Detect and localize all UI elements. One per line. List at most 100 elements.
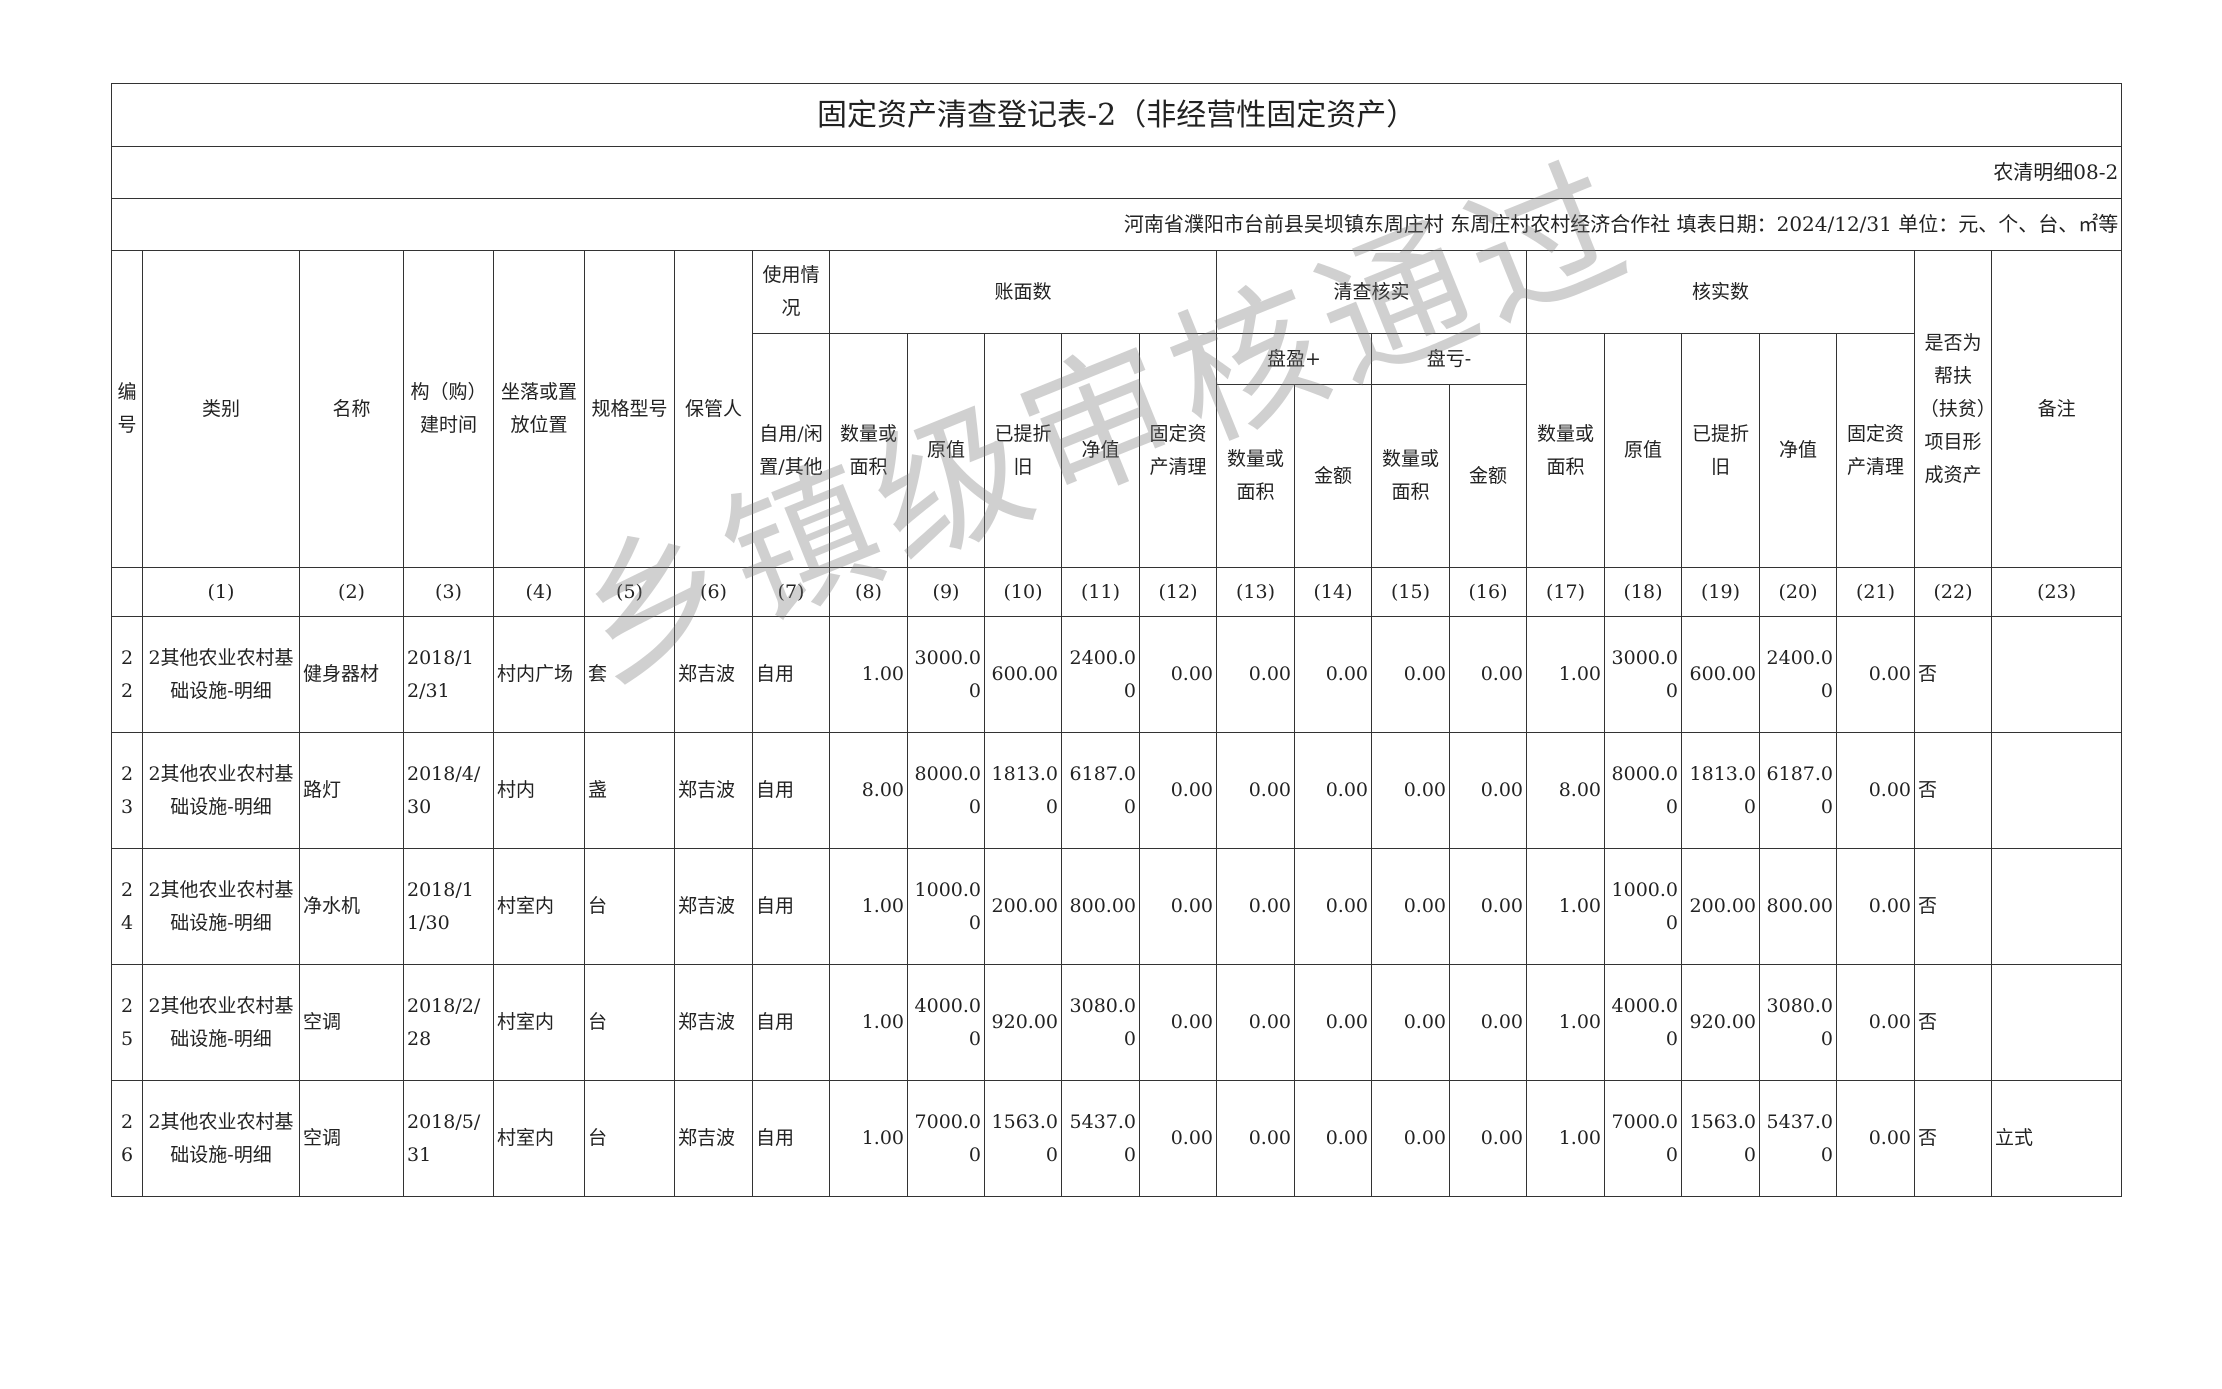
- header-name: 名称: [299, 250, 404, 568]
- index-cell: (12): [1139, 567, 1217, 617]
- index-cell: (21): [1836, 567, 1915, 617]
- asset-register-sheet: 固定资产清查登记表-2（非经营性固定资产） 农清明细08-2 河南省濮阳市台前县…: [110, 83, 2123, 1197]
- header-loss-amount: 金额: [1449, 384, 1527, 568]
- header-ver-orig: 原值: [1604, 333, 1682, 568]
- cell-location: 村内广场: [493, 616, 585, 733]
- header-ver-net: 净值: [1759, 333, 1837, 568]
- cell-location: 村室内: [493, 848, 585, 965]
- cell-value: 0.00: [1216, 1080, 1295, 1197]
- header-surplus-qty: 数量或面积: [1216, 384, 1295, 568]
- cell-remark: [1990, 848, 2123, 965]
- index-cell: [111, 567, 143, 617]
- cell-value: 0.00: [1449, 964, 1527, 1081]
- cell-value: 0.00: [1216, 732, 1295, 849]
- index-cell: (7): [752, 567, 830, 617]
- header-book-clear: 固定资产清理: [1139, 333, 1217, 568]
- table-row: 24 2其他农业农村基础设施-明细 净水机 2018/11/30 村室内台郑吉波 自用 1.…: [111, 848, 2123, 965]
- index-cell: (8): [829, 567, 908, 617]
- index-cell: (11): [1061, 567, 1140, 617]
- cell-value: 7000.00: [907, 1080, 985, 1197]
- cell-value: 0.00: [1294, 964, 1372, 1081]
- cell-value: 5437.00: [1061, 1080, 1140, 1197]
- header-usage-sub: 自用/闲置/其他: [752, 333, 830, 568]
- cell-value: 800.00: [1759, 848, 1837, 965]
- cell-value: 800.00: [1061, 848, 1140, 965]
- cell-spec: 台: [584, 1080, 675, 1197]
- cell-poverty: 否: [1914, 964, 1992, 1081]
- index-cell: (3): [403, 567, 494, 617]
- cell-value: 4000.00: [907, 964, 985, 1081]
- cell-value: 1.00: [1526, 616, 1605, 733]
- cell-usage: 自用: [752, 732, 830, 849]
- cell-usage: 自用: [752, 964, 830, 1081]
- cell-value: 3000.00: [907, 616, 985, 733]
- cell-value: 8000.00: [907, 732, 985, 849]
- header-ver-depr: 已提折旧: [1681, 333, 1760, 568]
- cell-value: 200.00: [1681, 848, 1760, 965]
- cell-value: 3080.00: [1061, 964, 1140, 1081]
- cell-spec: 台: [584, 848, 675, 965]
- index-cell: (17): [1526, 567, 1605, 617]
- cell-value: 0.00: [1139, 732, 1217, 849]
- cell-value: 0.00: [1294, 732, 1372, 849]
- form-code: 农清明细08-2: [110, 146, 2123, 199]
- cell-poverty: 否: [1914, 1080, 1992, 1197]
- cell-name: 健身器材: [299, 616, 404, 733]
- cell-value: 1563.00: [984, 1080, 1062, 1197]
- cell-value: 8000.00: [1604, 732, 1682, 849]
- cell-remark: 立式: [1990, 1080, 2123, 1197]
- cell-value: 5437.00: [1759, 1080, 1837, 1197]
- index-cell: (9): [907, 567, 985, 617]
- cell-value: 8.00: [1526, 732, 1605, 849]
- header-spec: 规格型号: [584, 250, 675, 568]
- table-row: 23 2其他农业农村基础设施-明细 路灯 2018/4/30 村内盏郑吉波 自用 8.00 8…: [111, 732, 2123, 849]
- cell-no: 26: [111, 1080, 143, 1197]
- cell-value: 0.00: [1216, 616, 1295, 733]
- cell-value: 0.00: [1216, 848, 1295, 965]
- cell-no: 25: [111, 964, 143, 1081]
- cell-category: 2其他农业农村基础设施-明细: [142, 732, 300, 849]
- cell-category: 2其他农业农村基础设施-明细: [142, 964, 300, 1081]
- header-build-time: 构（购）建时间: [403, 250, 494, 568]
- cell-value: 1000.00: [907, 848, 985, 965]
- table-row: 26 2其他农业农村基础设施-明细 空调 2018/5/31 村室内台郑吉波 自用 1.00…: [111, 1080, 2123, 1197]
- header-category: 类别: [142, 250, 300, 568]
- header-no: 编号: [111, 250, 143, 568]
- index-cell: (23): [1990, 567, 2123, 617]
- cell-value: 0.00: [1371, 1080, 1450, 1197]
- cell-value: 2400.00: [1759, 616, 1837, 733]
- table-row: 22 2其他农业农村基础设施-明细 健身器材 2018/12/31 村内广场套郑吉波 自用…: [111, 616, 2123, 733]
- index-cell: (19): [1681, 567, 1760, 617]
- cell-keeper: 郑吉波: [674, 616, 753, 733]
- cell-build-time: 2018/2/28: [403, 964, 494, 1081]
- cell-value: 1.00: [829, 964, 908, 1081]
- cell-location: 村室内: [493, 1080, 585, 1197]
- index-cell: (13): [1216, 567, 1295, 617]
- header-book-net: 净值: [1061, 333, 1140, 568]
- index-cell: (16): [1449, 567, 1527, 617]
- header-remark: 备注: [1990, 250, 2123, 568]
- cell-value: 0.00: [1139, 848, 1217, 965]
- cell-no: 23: [111, 732, 143, 849]
- header-verified: 核实数: [1526, 250, 1915, 334]
- info-line: 河南省濮阳市台前县吴坝镇东周庄村 东周庄村农村经济合作社 填表日期：2024/1…: [110, 198, 2123, 251]
- index-cell: (10): [984, 567, 1062, 617]
- header-poverty: 是否为帮扶（扶贫）项目形成资产: [1914, 250, 1992, 568]
- cell-value: 0.00: [1216, 964, 1295, 1081]
- cell-value: 3080.00: [1759, 964, 1837, 1081]
- index-cell: (4): [493, 567, 585, 617]
- cell-poverty: 否: [1914, 732, 1992, 849]
- cell-spec: 盏: [584, 732, 675, 849]
- cell-usage: 自用: [752, 616, 830, 733]
- cell-value: 0.00: [1371, 848, 1450, 965]
- cell-value: 0.00: [1371, 732, 1450, 849]
- cell-no: 24: [111, 848, 143, 965]
- index-cell: (6): [674, 567, 753, 617]
- cell-value: 0.00: [1294, 1080, 1372, 1197]
- cell-spec: 台: [584, 964, 675, 1081]
- index-cell: (5): [584, 567, 675, 617]
- cell-spec: 套: [584, 616, 675, 733]
- cell-value: 200.00: [984, 848, 1062, 965]
- cell-keeper: 郑吉波: [674, 848, 753, 965]
- cell-value: 0.00: [1836, 848, 1915, 965]
